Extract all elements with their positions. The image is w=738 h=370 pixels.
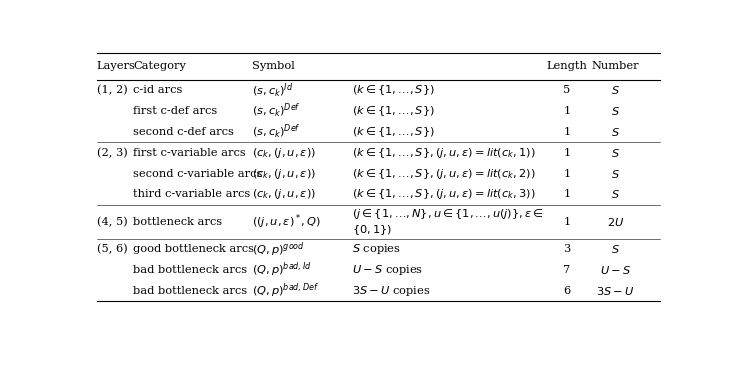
Text: $3S-U$: $3S-U$: [596, 285, 635, 297]
Text: Number: Number: [592, 61, 639, 71]
Text: $(k \in \{1,\ldots,S\})$: $(k \in \{1,\ldots,S\})$: [353, 125, 435, 139]
Text: $S$: $S$: [611, 147, 620, 159]
Text: $S$: $S$: [611, 188, 620, 201]
Text: $(Q,p)^{bad,Def}$: $(Q,p)^{bad,Def}$: [252, 282, 320, 300]
Text: bad bottleneck arcs: bad bottleneck arcs: [134, 265, 247, 275]
Text: (5, 6): (5, 6): [97, 244, 128, 255]
Text: Length: Length: [547, 61, 587, 71]
Text: $(k \in \{1,\ldots,S\}, (j,u,\epsilon) = lit(c_k,3))$: $(k \in \{1,\ldots,S\}, (j,u,\epsilon) =…: [353, 187, 536, 201]
Text: 1: 1: [563, 217, 570, 227]
Text: $(k \in \{1,\ldots,S\}, (j,u,\epsilon) = lit(c_k,2))$: $(k \in \{1,\ldots,S\}, (j,u,\epsilon) =…: [353, 166, 536, 181]
Text: $(k \in \{1,\ldots,S\})$: $(k \in \{1,\ldots,S\})$: [353, 84, 435, 97]
Text: good bottleneck arcs: good bottleneck arcs: [134, 245, 255, 255]
Text: $(k \in \{1,\ldots,S\})$: $(k \in \{1,\ldots,S\})$: [353, 104, 435, 118]
Text: $(c_k,(j,u,\epsilon))$: $(c_k,(j,u,\epsilon))$: [252, 166, 317, 181]
Text: 1: 1: [563, 148, 570, 158]
Text: $(Q,p)^{bad,Id}$: $(Q,p)^{bad,Id}$: [252, 261, 312, 279]
Text: $U-S$: $U-S$: [600, 264, 631, 276]
Text: $3S-U$ copies: $3S-U$ copies: [353, 284, 431, 298]
Text: $S$: $S$: [611, 243, 620, 255]
Text: 3: 3: [563, 245, 570, 255]
Text: $(j \in \{1,\ldots,N\}, u \in \{1,\ldots,u(j)\}, \epsilon \in$: $(j \in \{1,\ldots,N\}, u \in \{1,\ldots…: [353, 207, 544, 221]
Text: $(c_k,(j,u,\epsilon))$: $(c_k,(j,u,\epsilon))$: [252, 146, 317, 160]
Text: $S$: $S$: [611, 126, 620, 138]
Text: (1, 2): (1, 2): [97, 85, 128, 95]
Text: $U-S$ copies: $U-S$ copies: [353, 263, 424, 277]
Text: $S$: $S$: [611, 84, 620, 97]
Text: $(s, c_k)^{Def}$: $(s, c_k)^{Def}$: [252, 123, 301, 141]
Text: $2U$: $2U$: [607, 216, 624, 228]
Text: 6: 6: [563, 286, 570, 296]
Text: bad bottleneck arcs: bad bottleneck arcs: [134, 286, 247, 296]
Text: first c-def arcs: first c-def arcs: [134, 106, 218, 116]
Text: $(s, c_k)^{Id}$: $(s, c_k)^{Id}$: [252, 81, 294, 100]
Text: third c-variable arcs: third c-variable arcs: [134, 189, 251, 199]
Text: $(Q,p)^{good}$: $(Q,p)^{good}$: [252, 240, 306, 259]
Text: $(c_k,(j,u,\epsilon))$: $(c_k,(j,u,\epsilon))$: [252, 187, 317, 201]
Text: first c-variable arcs: first c-variable arcs: [134, 148, 246, 158]
Text: $S$: $S$: [611, 168, 620, 179]
Text: second c-variable arcs: second c-variable arcs: [134, 169, 263, 179]
Text: $(s, c_k)^{Def}$: $(s, c_k)^{Def}$: [252, 102, 301, 120]
Text: 1: 1: [563, 127, 570, 137]
Text: 5: 5: [563, 85, 570, 95]
Text: $(k \in \{1,\ldots,S\}, (j,u,\epsilon) = lit(c_k,1))$: $(k \in \{1,\ldots,S\}, (j,u,\epsilon) =…: [353, 146, 536, 160]
Text: second c-def arcs: second c-def arcs: [134, 127, 234, 137]
Text: c-id arcs: c-id arcs: [134, 85, 183, 95]
Text: bottleneck arcs: bottleneck arcs: [134, 217, 223, 227]
Text: Category: Category: [134, 61, 186, 71]
Text: 1: 1: [563, 169, 570, 179]
Text: $\{0,1\})$: $\{0,1\})$: [353, 223, 393, 237]
Text: $S$: $S$: [611, 105, 620, 117]
Text: $((j,u,\epsilon)^*,Q)$: $((j,u,\epsilon)^*,Q)$: [252, 213, 322, 231]
Text: Symbol: Symbol: [252, 61, 295, 71]
Text: Layers: Layers: [97, 61, 136, 71]
Text: 1: 1: [563, 106, 570, 116]
Text: (4, 5): (4, 5): [97, 217, 128, 227]
Text: 7: 7: [563, 265, 570, 275]
Text: 1: 1: [563, 189, 570, 199]
Text: (2, 3): (2, 3): [97, 148, 128, 158]
Text: $S$ copies: $S$ copies: [353, 242, 401, 256]
